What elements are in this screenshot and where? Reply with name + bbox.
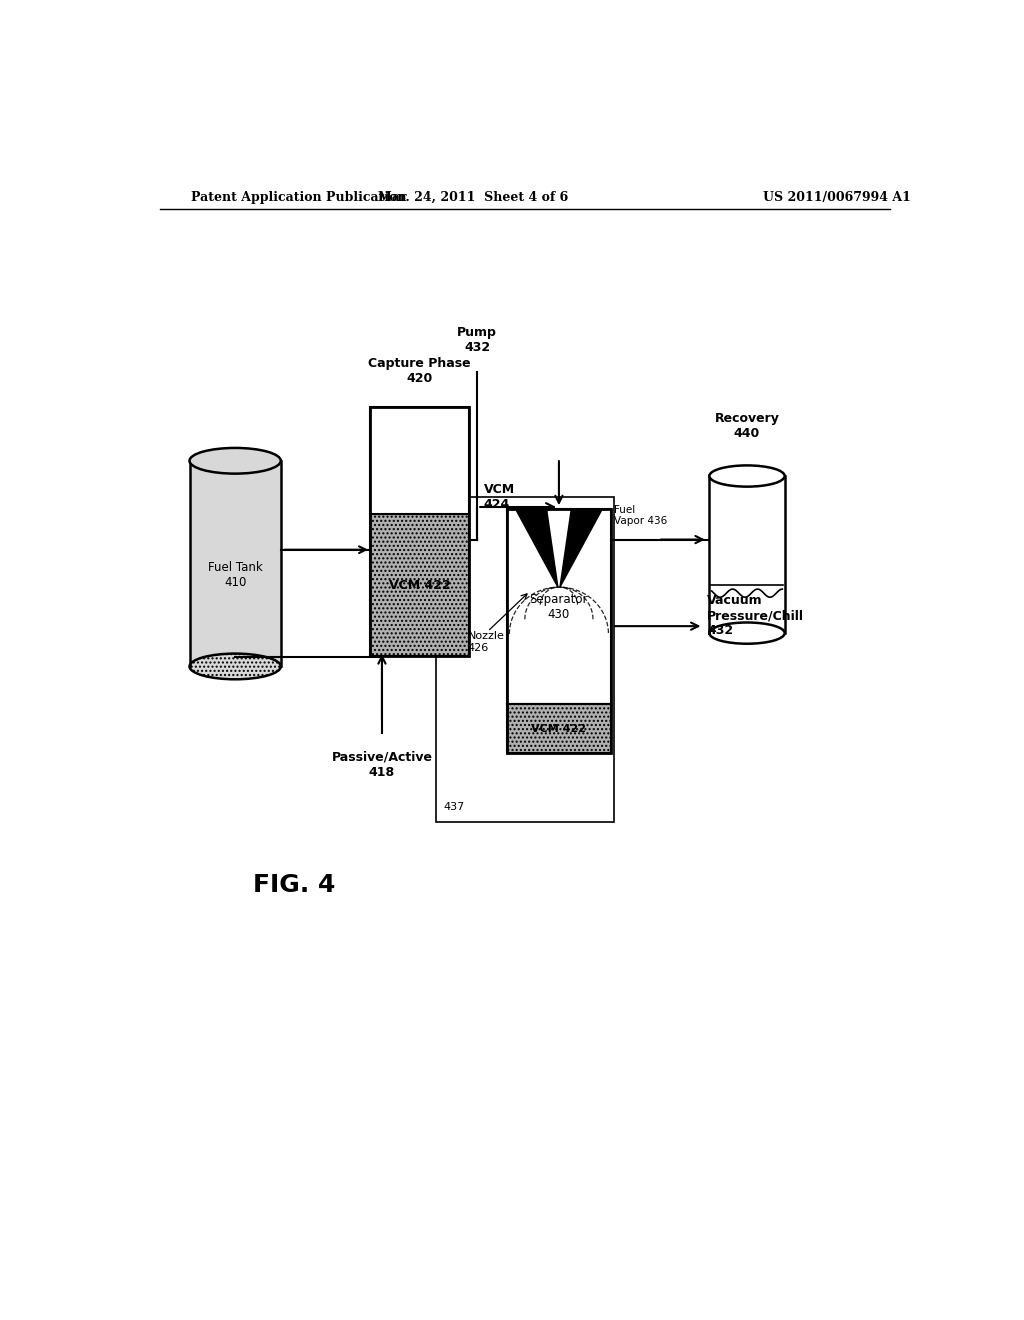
Text: Vacuum
Pressure/Chill
432: Vacuum Pressure/Chill 432 — [708, 594, 804, 638]
Ellipse shape — [710, 466, 784, 487]
Text: Fuel Tank
410: Fuel Tank 410 — [208, 561, 262, 589]
Bar — [710, 477, 784, 634]
Bar — [370, 515, 469, 656]
Ellipse shape — [710, 623, 784, 644]
Bar — [370, 408, 469, 656]
Bar — [507, 704, 610, 752]
Ellipse shape — [189, 653, 281, 680]
Text: VCM 422: VCM 422 — [531, 723, 587, 734]
Text: Capture Phase
420: Capture Phase 420 — [369, 356, 471, 385]
Text: Recovery
440: Recovery 440 — [715, 412, 779, 441]
Text: Patent Application Publication: Patent Application Publication — [191, 190, 407, 203]
Text: VCM
424: VCM 424 — [483, 483, 515, 511]
Text: Fuel
Vapor 436: Fuel Vapor 436 — [614, 504, 668, 527]
Text: Pump
432: Pump 432 — [458, 326, 497, 354]
Text: 437: 437 — [443, 803, 465, 812]
Text: FIG. 4: FIG. 4 — [254, 873, 336, 898]
Text: VCM 422: VCM 422 — [389, 579, 451, 591]
Ellipse shape — [189, 447, 281, 474]
Polygon shape — [516, 510, 558, 587]
Text: US 2011/0067994 A1: US 2011/0067994 A1 — [763, 190, 910, 203]
Text: Separator
430: Separator 430 — [529, 593, 588, 620]
Bar — [507, 510, 610, 752]
Polygon shape — [560, 510, 602, 587]
Text: Mar. 24, 2011  Sheet 4 of 6: Mar. 24, 2011 Sheet 4 of 6 — [378, 190, 568, 203]
Bar — [189, 461, 281, 667]
Bar — [507, 510, 610, 704]
Bar — [436, 496, 614, 822]
Text: Passive/Active
418: Passive/Active 418 — [332, 751, 432, 779]
Text: Nozzle
426: Nozzle 426 — [468, 631, 505, 652]
Bar — [370, 408, 469, 515]
